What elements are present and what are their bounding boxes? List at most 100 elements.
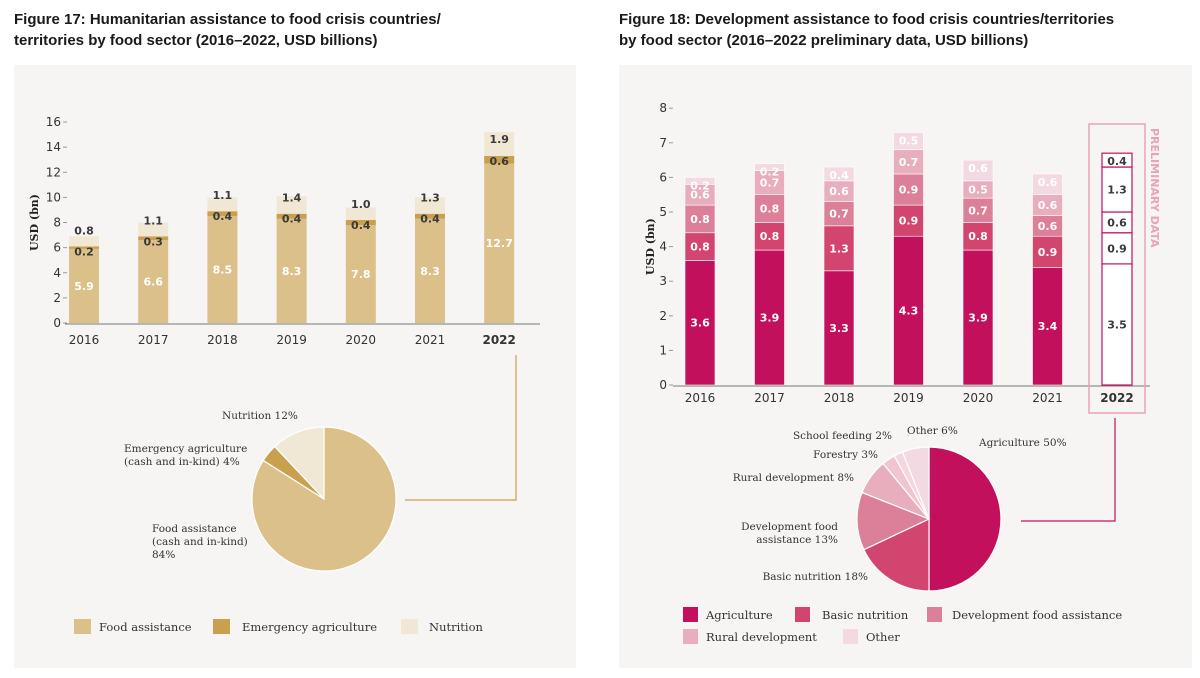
fig18-label-basic-nutrition-2021: 0.9 — [1038, 246, 1058, 259]
fig18-pie-connector — [1021, 418, 1116, 522]
fig18-label-agriculture-2017: 3.9 — [760, 312, 780, 325]
fig18-bar-other-2022 — [1101, 152, 1133, 168]
fig17-bar-emergency-agriculture-2017 — [138, 236, 169, 241]
fig18-label-basic-nutrition-2018: 1.3 — [829, 242, 849, 255]
fig17-bar-nutrition-2020 — [345, 207, 376, 221]
legend-swatch-other — [843, 629, 858, 644]
fig18-label-development-food-assistance-2018: 0.7 — [829, 208, 849, 221]
fig17-label-nutrition-2020: 1.0 — [351, 198, 371, 211]
fig18-bar-basic-nutrition-2019 — [893, 204, 924, 237]
fig18-label-agriculture-2021: 3.4 — [1038, 320, 1058, 333]
fig17-y-tick-8: 8 — [53, 216, 61, 230]
fig18-pie-label-rural-development: Rural development 8% — [733, 472, 854, 484]
fig17-pie-connector — [405, 355, 517, 501]
legend-swatch-emergency-agriculture — [213, 619, 230, 634]
figure-18-title-line-2: by food sector (2016–2022 preliminary da… — [619, 32, 1029, 49]
fig18-bar-agriculture-2018 — [823, 270, 855, 386]
fig17-bar-emergency-agriculture-2020 — [345, 220, 376, 226]
legend-swatch-development-food-assistance — [927, 607, 942, 622]
fig17-label-food-assistance-2022: 12.7 — [486, 237, 513, 250]
fig18-label-other-2020: 0.6 — [968, 162, 988, 175]
fig18-label-development-food-assistance-2020: 0.7 — [968, 204, 988, 217]
fig18-bar-development-food-assistance-2016 — [684, 204, 716, 234]
fig18-label-basic-nutrition-2017: 0.8 — [760, 230, 780, 243]
fig17-legend: Food assistance Emergency agriculture Nutr… — [74, 619, 483, 634]
fig18-pie-label-development-food-assistance: Development food assistance 13% — [741, 521, 838, 546]
fig17-label-emergency-agriculture-2021: 0.4 — [420, 213, 440, 226]
fig18-label-development-food-assistance-2021: 0.6 — [1038, 220, 1058, 233]
fig17-label-food-assistance-2017: 6.6 — [143, 276, 163, 289]
fig17-y-tick-10: 10 — [46, 190, 61, 204]
fig17-label-emergency-agriculture-2017: 0.3 — [143, 235, 163, 248]
fig17-label-emergency-agriculture-2016: 0.2 — [74, 245, 94, 258]
fig17-bar-nutrition-2018 — [207, 197, 238, 212]
fig18-pie-label-other: Other 6% — [907, 425, 958, 437]
fig17-pie-label-nutrition: Nutrition 12% — [222, 410, 298, 422]
fig18-x-tick-2021: 2021 — [1032, 391, 1063, 405]
legend-label-development-food-assistance: Development food assistance — [952, 608, 1122, 622]
fig18-pie-label-forestry: Forestry 3% — [813, 449, 878, 461]
fig17-bar-nutrition-2021 — [415, 197, 445, 214]
fig17-bar-food-assistance-2020 — [345, 225, 376, 323]
fig18-label-development-food-assistance-2019: 0.9 — [899, 184, 919, 197]
fig17-x-tick-2020: 2020 — [346, 333, 377, 347]
fig18-y-tick-6: 6 — [659, 170, 667, 184]
fig17-bar-nutrition-2016 — [69, 236, 99, 247]
fig17-label-emergency-agriculture-2019: 0.4 — [282, 213, 302, 226]
fig18-label-basic-nutrition-2020: 0.8 — [968, 230, 988, 243]
legend-swatch-basic-nutrition — [795, 607, 810, 622]
fig18-label-agriculture-2016: 3.6 — [690, 317, 710, 330]
legend-label-other: Other — [866, 630, 900, 644]
legend-label-rural-development: Rural development — [706, 630, 817, 644]
fig17-bar-emergency-agriculture-2019 — [276, 213, 307, 219]
fig17-label-food-assistance-2016: 5.9 — [74, 280, 94, 293]
fig18-label-development-food-assistance-2017: 0.8 — [760, 203, 780, 216]
fig18-y-tick-3: 3 — [659, 274, 667, 288]
fig18-x-tick-2018: 2018 — [824, 391, 855, 405]
fig17-bar-food-assistance-2016 — [69, 248, 99, 323]
fig17-pie-label-food-assistance: Food assistance (cash and in-kind) 84% — [152, 523, 248, 561]
fig18-bar-basic-nutrition-2022 — [1101, 232, 1133, 265]
fig18-label-rural-development-2021: 0.6 — [1038, 199, 1058, 212]
fig18-pie-label-basic-nutrition: Basic nutrition 18% — [763, 571, 868, 583]
fig17-pie-slice-nutrition — [273, 426, 325, 501]
fig18-label-other-2018: 0.4 — [829, 169, 849, 182]
fig17-x-tick-2022: 2022 — [482, 333, 515, 347]
fig18-x-tick-2017: 2017 — [754, 391, 785, 405]
fig18-label-rural-development-2017: 0.7 — [760, 177, 780, 190]
fig17-label-nutrition-2017: 1.1 — [143, 214, 163, 227]
fig18-y-tick-5: 5 — [659, 205, 667, 219]
fig17-bar-nutrition-2017 — [138, 222, 169, 237]
fig17-bar-emergency-agriculture-2022 — [484, 155, 515, 164]
legend-swatch-rural-development — [683, 629, 698, 644]
fig18-preliminary-frame — [1088, 123, 1146, 414]
fig18-bar-other-2021 — [1032, 173, 1063, 196]
figure-18-title: Figure 18: Development assistance to foo… — [619, 9, 1114, 51]
fig18-label-development-food-assistance-2016: 0.8 — [690, 213, 710, 226]
fig18-bar-basic-nutrition-2020 — [962, 222, 994, 251]
fig18-x-tick-2022: 2022 — [1100, 391, 1133, 405]
legend-label-nutrition: Nutrition — [429, 620, 483, 634]
fig17-x-tick-2019: 2019 — [276, 333, 307, 347]
fig18-pie-slice-agriculture — [928, 446, 1002, 592]
fig18-label-basic-nutrition-2016: 0.8 — [690, 241, 710, 254]
fig18-y-tick-4: 4 — [659, 240, 667, 254]
fig17-bar-emergency-agriculture-2016 — [69, 246, 99, 249]
fig18-y-tick-2: 2 — [659, 309, 667, 323]
fig17-label-nutrition-2022: 1.9 — [489, 133, 509, 146]
fig18-label-other-2017: 0.2 — [760, 166, 780, 179]
fig18-bar-basic-nutrition-2017 — [754, 222, 785, 251]
fig17-label-emergency-agriculture-2018: 0.4 — [213, 210, 233, 223]
figure-17-panel — [14, 65, 576, 668]
fig18-pie-slice-other — [901, 446, 930, 520]
legend-label-food-assistance: Food assistance — [99, 620, 192, 634]
fig17-y-tick-4: 4 — [53, 266, 61, 280]
fig18-y-tick-1: 1 — [659, 343, 667, 357]
fig18-label-other-2021: 0.6 — [1038, 176, 1058, 189]
fig18-y-tick-7: 7 — [659, 136, 667, 150]
fig17-x-tick-2017: 2017 — [138, 333, 169, 347]
fig18-bar-basic-nutrition-2016 — [684, 232, 716, 261]
fig17-pie-chart: Food assistance (cash and in-kind) 84% Emer… — [124, 410, 397, 572]
